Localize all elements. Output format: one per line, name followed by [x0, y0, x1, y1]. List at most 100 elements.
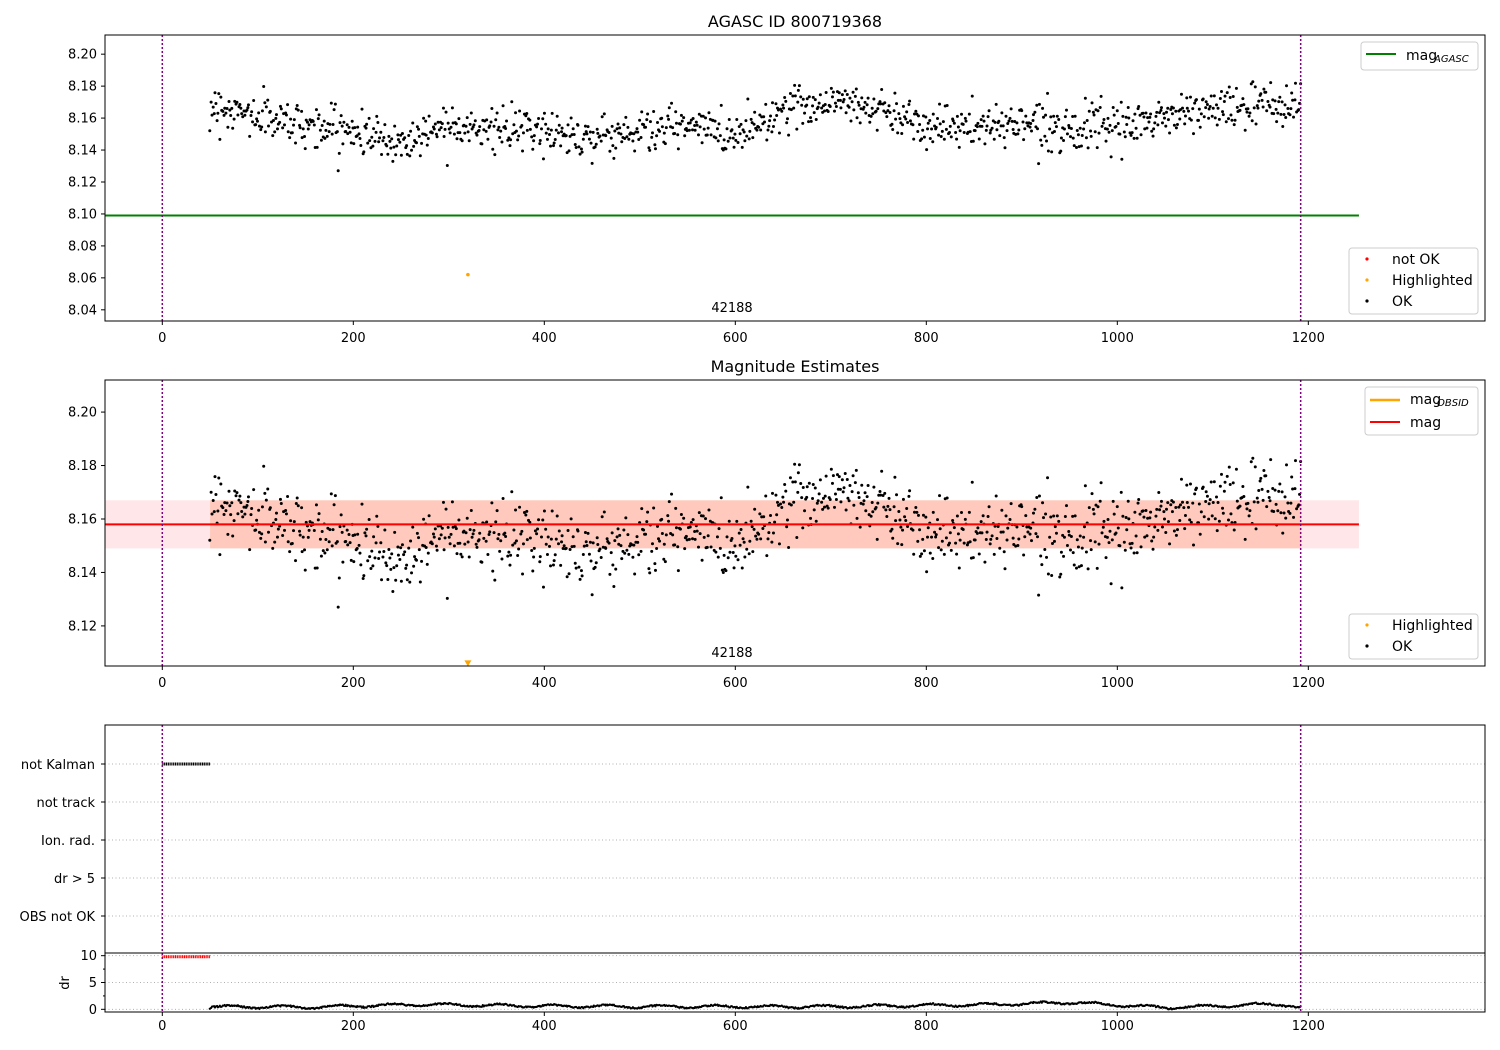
ok-point — [504, 127, 508, 131]
ok-point — [1141, 111, 1145, 115]
ok-point — [757, 125, 761, 129]
ok-point — [333, 494, 337, 498]
ok-point — [336, 169, 340, 173]
ok-point — [625, 135, 629, 139]
ok-point — [488, 124, 492, 128]
ok-point — [530, 135, 534, 139]
ok-point — [449, 532, 453, 536]
ok-point — [954, 130, 958, 134]
ok-point — [318, 128, 322, 132]
ok-point — [832, 505, 836, 509]
ok-point — [208, 129, 212, 133]
ok-point — [744, 119, 748, 123]
ok-point — [323, 136, 327, 140]
ok-point — [1268, 499, 1272, 503]
ok-point — [1090, 101, 1094, 105]
ok-point — [267, 530, 271, 534]
ok-point — [578, 152, 582, 156]
ok-point — [818, 478, 822, 482]
ok-point — [685, 129, 689, 133]
ok-point — [777, 131, 781, 135]
ok-point — [812, 508, 816, 512]
x-tick-label: 400 — [532, 331, 557, 346]
ok-point — [1199, 112, 1203, 116]
panel2-legend-lower: Highlighted OK — [1348, 613, 1479, 660]
ok-point — [599, 556, 603, 560]
ok-point — [567, 149, 571, 153]
ok-point — [944, 536, 948, 540]
ok-point — [289, 117, 293, 121]
ok-point — [396, 133, 400, 137]
ok-point — [958, 129, 962, 133]
ok-point — [805, 495, 809, 499]
ok-point — [684, 534, 688, 538]
ok-point — [1223, 480, 1227, 484]
ok-point — [378, 550, 382, 554]
ok-point — [521, 542, 525, 546]
ok-point — [260, 109, 264, 113]
ok-point — [890, 527, 894, 531]
ok-point — [658, 129, 662, 133]
ok-point — [1119, 490, 1123, 494]
ok-point — [492, 531, 496, 535]
ok-point — [564, 546, 568, 550]
ok-point — [1075, 128, 1079, 132]
ok-point — [498, 135, 502, 139]
ok-point — [249, 513, 253, 517]
ok-point — [836, 487, 840, 491]
ok-point — [538, 142, 542, 146]
ok-point — [274, 113, 278, 117]
ok-point — [751, 136, 755, 140]
ok-point — [218, 553, 222, 557]
ok-point — [1123, 135, 1127, 139]
ok-point — [398, 558, 402, 562]
ok-point — [379, 130, 383, 134]
ok-point — [1080, 546, 1084, 550]
y-tick-label: 8.16 — [68, 112, 97, 127]
ok-point — [701, 114, 705, 118]
ok-point — [1154, 514, 1158, 518]
ok-point — [1011, 536, 1015, 540]
ok-point — [883, 491, 887, 495]
ok-point — [356, 125, 360, 129]
ok-point — [981, 114, 985, 118]
ok-point — [212, 112, 216, 116]
ok-point — [1073, 114, 1077, 118]
ok-point — [1233, 521, 1237, 525]
ok-point — [230, 501, 234, 505]
ok-point — [427, 514, 431, 518]
ok-point — [740, 566, 744, 570]
ok-point — [249, 113, 253, 117]
ok-point — [535, 125, 539, 129]
ok-point — [328, 122, 332, 126]
ok-point — [444, 507, 448, 511]
ok-point — [1122, 130, 1126, 134]
ok-point — [1284, 116, 1288, 120]
dr-point — [692, 1006, 695, 1010]
ok-point — [875, 537, 879, 541]
ok-point — [267, 124, 271, 128]
ok-point — [1202, 515, 1206, 519]
highlighted-offscale-marker — [464, 660, 472, 667]
ok-point — [875, 128, 879, 132]
ok-point — [785, 525, 789, 529]
ok-point — [238, 102, 242, 106]
ok-point — [356, 532, 360, 536]
ok-point — [301, 535, 305, 539]
ok-point — [375, 514, 379, 518]
y-tick-label: 0 — [89, 1003, 97, 1018]
ok-point — [1098, 499, 1102, 503]
ok-point — [613, 129, 617, 133]
ok-point — [707, 508, 711, 512]
ok-point — [975, 125, 979, 129]
ok-point — [766, 537, 770, 541]
ok-point — [1129, 133, 1133, 137]
ok-point — [702, 127, 706, 131]
ok-point — [653, 143, 657, 147]
ok-point — [1152, 535, 1156, 539]
ok-point — [1116, 121, 1120, 125]
ok-point — [1284, 516, 1288, 520]
ok-point — [541, 518, 545, 522]
ok-point — [807, 95, 811, 99]
ok-point — [759, 128, 763, 132]
